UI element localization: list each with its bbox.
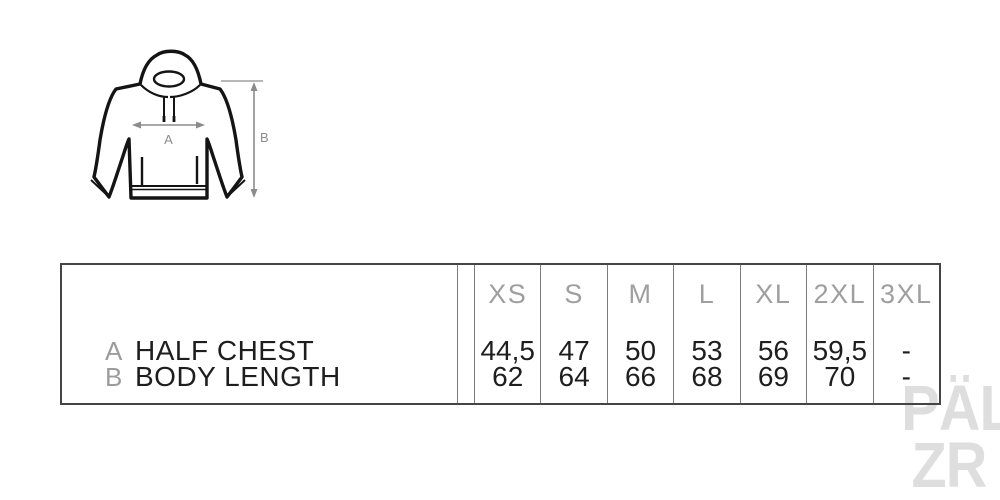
size-header: M	[628, 279, 653, 309]
hood-drape-left	[140, 84, 169, 99]
size-columns: XS 44,5 62 S 47 64 M 50 66 L 53 68 XL 56	[474, 265, 939, 403]
hood-opening	[152, 70, 186, 88]
cuff-line-left	[90, 179, 107, 195]
size-column-s: S 47 64	[540, 265, 606, 403]
measure-arrow-a: A	[132, 121, 205, 147]
body-length-value: -	[901, 361, 911, 392]
size-header: S	[564, 279, 584, 309]
watermark-line-1: PÄL	[901, 372, 1000, 444]
size-header: 3XL	[879, 279, 933, 309]
row-label-body-length: BODY LENGTH	[135, 361, 341, 392]
cuff-line-right	[229, 179, 246, 195]
row-key-b: B	[105, 362, 124, 392]
size-column-m: M 50 66	[606, 265, 673, 403]
half-chest-value: 53	[691, 335, 723, 366]
row-label-half-chest: HALF CHEST	[135, 335, 315, 366]
body-length-value: 66	[624, 361, 657, 392]
size-header: XS	[488, 279, 528, 309]
body-length-value: 69	[757, 361, 789, 392]
half-chest-value: 50	[624, 335, 657, 366]
size-header: L	[698, 279, 716, 309]
table-row-body-length: B BODY LENGTH	[105, 361, 341, 392]
label-column-divider	[457, 265, 458, 403]
measure-arrow-b: B	[221, 80, 269, 198]
table-row-half-chest: A HALF CHEST	[105, 335, 315, 366]
half-chest-value: 47	[558, 335, 590, 366]
size-column-l: L 53 68	[673, 265, 739, 403]
size-header: 2XL	[813, 279, 867, 309]
arrow-b-label: B	[260, 130, 269, 145]
size-column-xl: XL 56 69	[739, 265, 806, 403]
half-chest-value: -	[901, 335, 911, 366]
watermark-line-2: ZR	[911, 429, 988, 500]
body-length-value: 62	[492, 361, 524, 392]
size-column-2xl: 2XL 59,5 70	[806, 265, 872, 403]
body-length-value: 68	[691, 361, 723, 392]
drawstring-aglet-right	[172, 116, 176, 122]
size-column-3xl: 3XL - -	[872, 265, 939, 403]
size-chart-table: A HALF CHEST B BODY LENGTH XS 44,5 62 S …	[60, 263, 941, 405]
body-length-value: 70	[824, 361, 856, 392]
arrow-a-label: A	[164, 132, 173, 147]
hood-drape-right	[169, 84, 201, 99]
half-chest-value: 44,5	[480, 335, 535, 366]
body-length-value: 64	[558, 361, 590, 392]
half-chest-value: 59,5	[812, 335, 868, 366]
drawstring-aglet-left	[162, 116, 166, 122]
hoodie-diagram: A B	[83, 8, 283, 208]
size-header: XL	[755, 279, 792, 309]
hoodie-illustration: A B	[90, 49, 269, 200]
row-key-a: A	[105, 336, 124, 366]
palzr-watermark-logo: PÄL ZR	[901, 372, 1000, 500]
size-column-xs: XS 44,5 62	[474, 265, 540, 403]
half-chest-value: 56	[757, 335, 789, 366]
